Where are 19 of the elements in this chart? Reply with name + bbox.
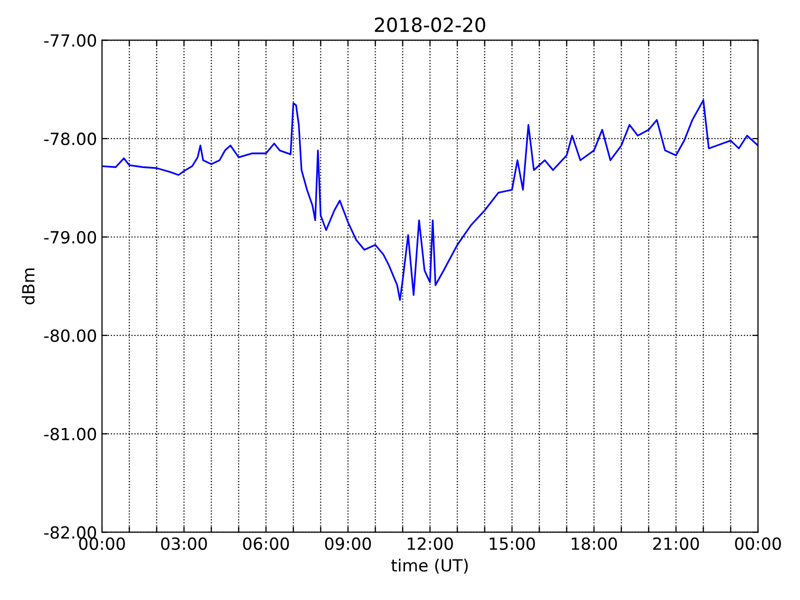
- x-tick-label: 21:00: [653, 537, 699, 550]
- x-tick-label: 06:00: [243, 537, 289, 550]
- y-tick-label: -79.00: [44, 230, 96, 244]
- x-tick-label: 09:00: [325, 537, 371, 550]
- x-tick-label: 00:00: [735, 537, 781, 550]
- y-tick-label: -80.00: [44, 329, 96, 342]
- x-tick-label: 12:00: [408, 537, 453, 550]
- chart-title: 2018-02-20: [374, 17, 486, 32]
- x-tick-label: 18:00: [572, 537, 617, 550]
- line-series: [102, 99, 758, 301]
- y-tick-label: -77.00: [44, 34, 96, 47]
- x-axis-title: time (UT): [391, 558, 468, 574]
- y-axis-title: dBm: [22, 268, 35, 304]
- y-tick-label: -81.00: [44, 428, 96, 440]
- x-tick-label: 15:00: [490, 537, 535, 550]
- y-tick-label: -78.00: [44, 132, 96, 146]
- x-tick-label: 03:00: [161, 537, 207, 550]
- x-tick-label: 00:00: [79, 537, 125, 550]
- y-tick-label: -82.00: [44, 526, 96, 539]
